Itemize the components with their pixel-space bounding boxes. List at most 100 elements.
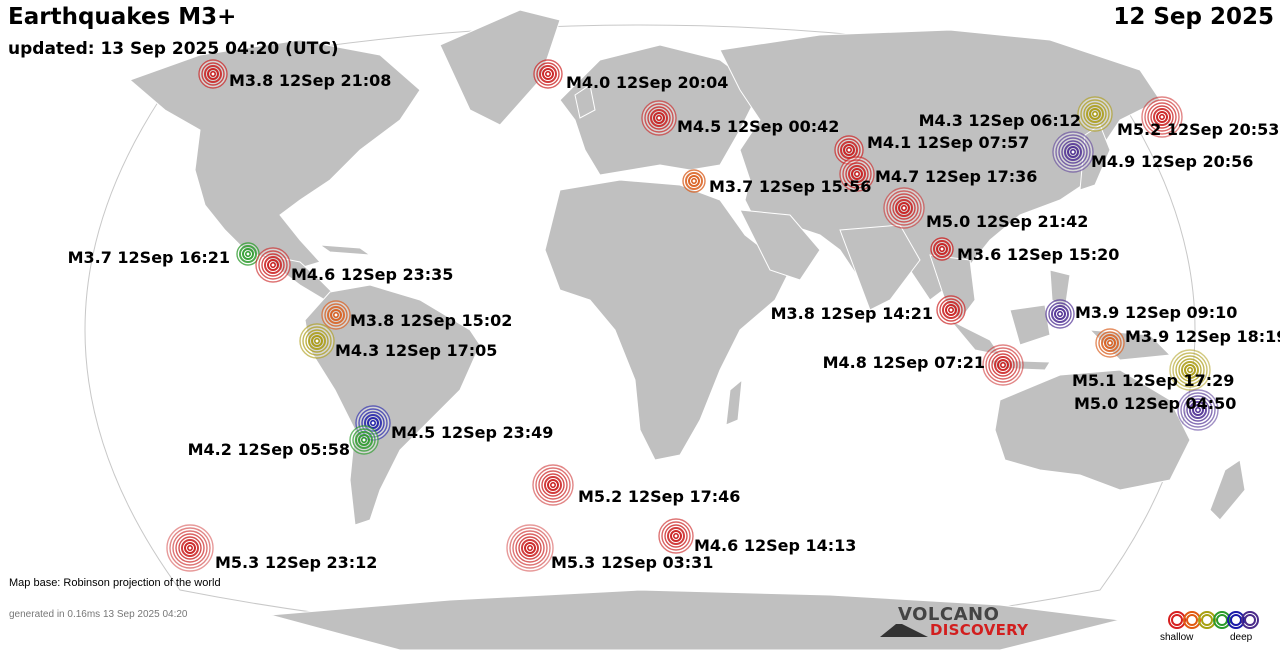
earthquake-label[interactable]: M4.5 12Sep 00:42 xyxy=(677,117,839,136)
earthquake-marker[interactable]: M4.0 12Sep 20:04 xyxy=(533,59,728,92)
earthquake-marker[interactable]: M5.1 12Sep 17:29 xyxy=(1072,349,1234,391)
quake-ring xyxy=(1189,401,1207,419)
quake-epicenter xyxy=(1092,111,1098,117)
quake-ring xyxy=(512,530,548,566)
map-date: 12 Sep 2025 xyxy=(1113,4,1274,30)
earthquake-marker[interactable]: M3.8 12Sep 14:21 xyxy=(771,295,966,325)
quake-ring xyxy=(1086,105,1104,123)
quake-epicenter xyxy=(370,420,376,426)
quake-ring xyxy=(302,326,332,356)
quake-ring xyxy=(542,68,554,80)
earthquake-marker[interactable]: M3.9 12Sep 18:19 xyxy=(1095,327,1280,358)
quake-ring xyxy=(661,521,691,551)
earthquake-marker[interactable]: M4.6 12Sep 23:35 xyxy=(255,247,453,284)
quake-ring xyxy=(524,542,536,554)
quake-ring xyxy=(1144,99,1180,135)
quake-ring xyxy=(518,536,542,560)
earthquake-marker[interactable]: M5.3 12Sep 03:31 xyxy=(506,524,713,572)
earthquake-label[interactable]: M4.6 12Sep 14:13 xyxy=(694,536,856,555)
earthquake-marker[interactable]: M5.2 12Sep 20:53 xyxy=(1117,96,1279,139)
earthquake-label[interactable]: M5.0 12Sep 04:50 xyxy=(1074,394,1236,413)
quake-ring xyxy=(988,350,1018,380)
earthquake-marker[interactable]: M4.6 12Sep 14:13 xyxy=(658,518,856,555)
earthquake-marker[interactable]: M3.9 12Sep 09:10 xyxy=(1045,299,1237,329)
earthquake-label[interactable]: M4.8 12Sep 07:21 xyxy=(823,353,985,372)
earthquake-marker[interactable]: M3.7 12Sep 15:56 xyxy=(682,169,871,196)
quake-ring xyxy=(1098,331,1122,355)
earthquake-marker[interactable]: M4.5 12Sep 23:49 xyxy=(355,405,553,442)
earthquake-marker[interactable]: M3.8 12Sep 21:08 xyxy=(198,59,391,90)
earthquake-label[interactable]: M5.3 12Sep 03:31 xyxy=(551,553,713,572)
earthquake-marker[interactable]: M5.2 12Sep 17:46 xyxy=(532,464,740,506)
legend-shallow-label: shallow xyxy=(1160,632,1194,643)
quake-ring xyxy=(667,527,685,545)
earthquake-label[interactable]: M5.2 12Sep 17:46 xyxy=(578,487,740,506)
earthquake-label[interactable]: M3.8 12Sep 15:02 xyxy=(350,311,512,330)
caribbean xyxy=(318,244,372,256)
quake-ring xyxy=(239,245,257,263)
quake-ring xyxy=(367,417,379,429)
earthquake-label[interactable]: M5.0 12Sep 21:42 xyxy=(926,212,1088,231)
quake-ring xyxy=(848,165,866,183)
quake-ring xyxy=(895,199,913,217)
earthquake-label[interactable]: M4.3 12Sep 06:12 xyxy=(919,111,1081,130)
quake-epicenter xyxy=(1000,362,1006,368)
earthquake-label[interactable]: M3.9 12Sep 18:19 xyxy=(1125,327,1280,346)
quake-ring xyxy=(547,479,559,491)
quake-epicenter xyxy=(901,205,907,211)
quake-ring xyxy=(1089,108,1101,120)
earthquake-label[interactable]: M5.1 12Sep 17:29 xyxy=(1072,371,1234,390)
earthquake-marker[interactable]: M5.0 12Sep 04:50 xyxy=(1074,389,1236,431)
quake-ring xyxy=(355,431,373,449)
earthquake-label[interactable]: M3.8 12Sep 14:21 xyxy=(771,304,933,323)
updated-timestamp: updated: 13 Sep 2025 04:20 (UTC) xyxy=(8,39,339,59)
quake-ring xyxy=(264,256,282,274)
earthquake-marker[interactable]: M5.3 12Sep 23:12 xyxy=(166,524,377,572)
earthquake-label[interactable]: M4.3 12Sep 17:05 xyxy=(335,341,497,360)
earthquake-marker[interactable]: M5.0 12Sep 21:42 xyxy=(883,187,1088,231)
earthquake-label[interactable]: M4.5 12Sep 23:49 xyxy=(391,423,553,442)
quake-ring xyxy=(843,144,855,156)
quake-epicenter xyxy=(187,545,193,551)
earthquake-label[interactable]: M3.7 12Sep 15:56 xyxy=(709,177,871,196)
earthquake-label[interactable]: M4.1 12Sep 07:57 xyxy=(867,133,1029,152)
earthquake-marker[interactable]: M4.8 12Sep 07:21 xyxy=(823,344,1024,386)
quake-ring xyxy=(685,172,703,190)
quake-epicenter xyxy=(245,251,251,257)
earthquake-marker[interactable]: M4.2 12Sep 05:58 xyxy=(188,425,379,459)
earthquake-label[interactable]: M4.9 12Sep 20:56 xyxy=(1091,152,1253,171)
earthquake-marker[interactable]: M3.7 12Sep 16:21 xyxy=(68,242,260,267)
greenland xyxy=(439,9,561,126)
earthquake-marker[interactable]: M3.8 12Sep 15:02 xyxy=(321,300,512,330)
earthquake-label[interactable]: M4.0 12Sep 20:04 xyxy=(566,73,728,92)
quake-ring xyxy=(330,309,342,321)
earthquake-marker[interactable]: M4.5 12Sep 00:42 xyxy=(641,100,839,136)
earthquake-label[interactable]: M3.9 12Sep 09:10 xyxy=(1075,303,1237,322)
quake-ring xyxy=(1150,105,1174,129)
map-frame xyxy=(84,24,1196,636)
quake-ring xyxy=(653,112,665,124)
earthquake-marker[interactable]: M3.6 12Sep 15:20 xyxy=(930,237,1119,264)
legend-ring xyxy=(1241,611,1259,629)
quake-ring xyxy=(538,470,568,500)
quake-epicenter xyxy=(1159,114,1165,120)
philippines xyxy=(1049,269,1071,311)
quake-ring xyxy=(688,175,700,187)
earthquake-label[interactable]: M3.7 12Sep 16:21 xyxy=(68,248,230,267)
earthquake-label[interactable]: M3.6 12Sep 15:20 xyxy=(957,245,1119,264)
earthquake-marker[interactable]: M4.9 12Sep 20:56 xyxy=(1052,131,1253,173)
earthquake-markers: M3.8 12Sep 21:08 M4.0 12Sep 20:04 M4.5 12S… xyxy=(68,59,1280,572)
earthquake-label[interactable]: M4.6 12Sep 23:35 xyxy=(291,265,453,284)
earthquake-label[interactable]: M5.2 12Sep 20:53 xyxy=(1117,120,1279,139)
earthquake-label[interactable]: M4.2 12Sep 05:58 xyxy=(188,440,350,459)
volcanodiscovery-logo[interactable]: VOLCANO DISCOVERY xyxy=(880,604,1040,640)
quake-ring xyxy=(178,536,202,560)
earthquake-label[interactable]: M4.7 12Sep 17:36 xyxy=(875,167,1037,186)
earthquake-marker[interactable]: M4.3 12Sep 17:05 xyxy=(299,323,497,360)
quake-ring xyxy=(541,473,565,497)
earthquake-marker[interactable]: M4.7 12Sep 17:36 xyxy=(839,156,1037,192)
earthquake-label[interactable]: M3.8 12Sep 21:08 xyxy=(229,71,391,90)
quake-ring xyxy=(945,304,957,316)
earthquake-marker[interactable]: M4.3 12Sep 06:12 xyxy=(919,96,1113,132)
earthquake-label[interactable]: M5.3 12Sep 23:12 xyxy=(215,553,377,572)
